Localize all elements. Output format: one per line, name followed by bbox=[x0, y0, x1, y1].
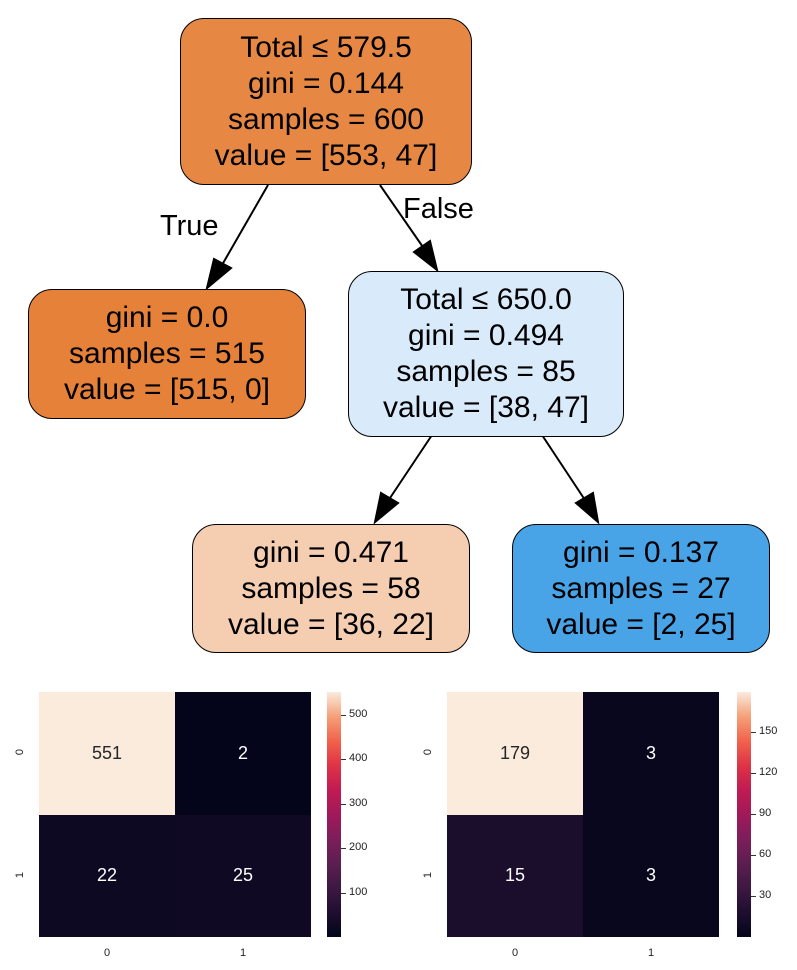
edge-root-left bbox=[221, 184, 269, 266]
colorbar-tick-label: 60 bbox=[759, 847, 772, 860]
tree-node-root: Total ≤ 579.5 gini = 0.144 samples = 600… bbox=[180, 18, 472, 185]
y-tick-label: 0 bbox=[14, 749, 27, 756]
colorbar-tick-label: 30 bbox=[759, 888, 772, 901]
edge-right-rr-arrowhead bbox=[574, 491, 600, 525]
heatmap-cell: 25 bbox=[175, 814, 311, 937]
tree-node-left-leaf: gini = 0.0 samples = 515 value = [515, 0… bbox=[28, 289, 306, 419]
colorbar-tick-mark bbox=[751, 772, 756, 774]
colorbar-tick-label: 500 bbox=[349, 707, 368, 720]
heatmap-cell: 3 bbox=[583, 692, 719, 815]
edge-right-rl-arrowhead bbox=[373, 491, 400, 525]
colorbar-tick-mark bbox=[751, 854, 756, 856]
colorbar bbox=[737, 692, 751, 937]
colorbar-tick-label: 200 bbox=[349, 841, 368, 854]
edge-label-false: False bbox=[403, 193, 474, 225]
colorbar-tick-mark bbox=[341, 848, 346, 850]
x-tick-label: 0 bbox=[104, 947, 111, 959]
y-tick-label: 1 bbox=[422, 871, 435, 878]
colorbar-tick-label: 400 bbox=[349, 752, 368, 765]
node-line: gini = 0.494 bbox=[408, 319, 564, 352]
edge-root-left-arrowhead bbox=[205, 257, 233, 291]
edge-right-rl bbox=[389, 434, 433, 499]
edge-right-rr bbox=[541, 434, 586, 501]
colorbar-tick-label: 120 bbox=[759, 765, 778, 778]
colorbar-tick-label: 90 bbox=[759, 806, 772, 819]
heatmap-cell: 2 bbox=[175, 692, 311, 815]
colorbar bbox=[327, 692, 341, 937]
node-line: gini = 0.137 bbox=[563, 535, 719, 569]
node-line: gini = 0.144 bbox=[248, 66, 404, 100]
edge-label-true: True bbox=[160, 210, 219, 242]
colorbar-tick-label: 150 bbox=[759, 724, 778, 737]
node-line: gini = 0.471 bbox=[253, 535, 409, 569]
heatmap-cell: 179 bbox=[447, 692, 583, 815]
node-line: samples = 515 bbox=[69, 337, 265, 370]
colorbar-tick-label: 100 bbox=[349, 885, 368, 898]
tree-node-right-split: Total ≤ 650.0 gini = 0.494 samples = 85 … bbox=[348, 271, 624, 437]
tree-node-right-right-leaf: gini = 0.137 samples = 27 value = [2, 25… bbox=[512, 524, 770, 653]
node-line: samples = 85 bbox=[396, 355, 576, 388]
heatmap-cell: 551 bbox=[39, 692, 175, 815]
y-tick-label: 1 bbox=[14, 871, 27, 878]
colorbar-tick-label: 300 bbox=[349, 796, 368, 809]
x-tick-label: 1 bbox=[648, 947, 655, 959]
edge-root-right bbox=[379, 184, 426, 251]
colorbar-tick-mark bbox=[751, 895, 756, 897]
tree-edges bbox=[205, 184, 600, 525]
x-tick-label: 1 bbox=[240, 947, 247, 959]
node-line: samples = 27 bbox=[551, 571, 731, 605]
heatmap-cell: 3 bbox=[583, 814, 719, 937]
node-line: samples = 600 bbox=[228, 102, 424, 136]
heatmap-cell: 15 bbox=[447, 814, 583, 937]
node-line: value = [553, 47] bbox=[214, 138, 438, 172]
node-line: value = [2, 25] bbox=[546, 607, 736, 641]
node-line: Total ≤ 650.0 bbox=[400, 283, 572, 316]
edge-root-right-arrowhead bbox=[412, 239, 439, 273]
heatmap-cell: 22 bbox=[39, 814, 175, 937]
colorbar-tick-mark bbox=[751, 813, 756, 815]
node-line: samples = 58 bbox=[241, 571, 421, 605]
node-line: value = [36, 22] bbox=[228, 607, 434, 641]
x-tick-label: 0 bbox=[512, 947, 519, 959]
colorbar-tick-mark bbox=[341, 714, 346, 716]
colorbar-tick-mark bbox=[341, 892, 346, 894]
node-line: gini = 0.0 bbox=[105, 301, 229, 334]
node-line: Total ≤ 579.5 bbox=[240, 30, 412, 64]
colorbar-tick-mark bbox=[751, 731, 756, 733]
colorbar-tick-mark bbox=[341, 803, 346, 805]
y-tick-label: 0 bbox=[422, 749, 435, 756]
tree-node-right-left-leaf: gini = 0.471 samples = 58 value = [36, 2… bbox=[192, 524, 470, 653]
node-line: value = [515, 0] bbox=[64, 373, 270, 406]
colorbar-tick-mark bbox=[341, 759, 346, 761]
node-line: value = [38, 47] bbox=[383, 391, 589, 424]
